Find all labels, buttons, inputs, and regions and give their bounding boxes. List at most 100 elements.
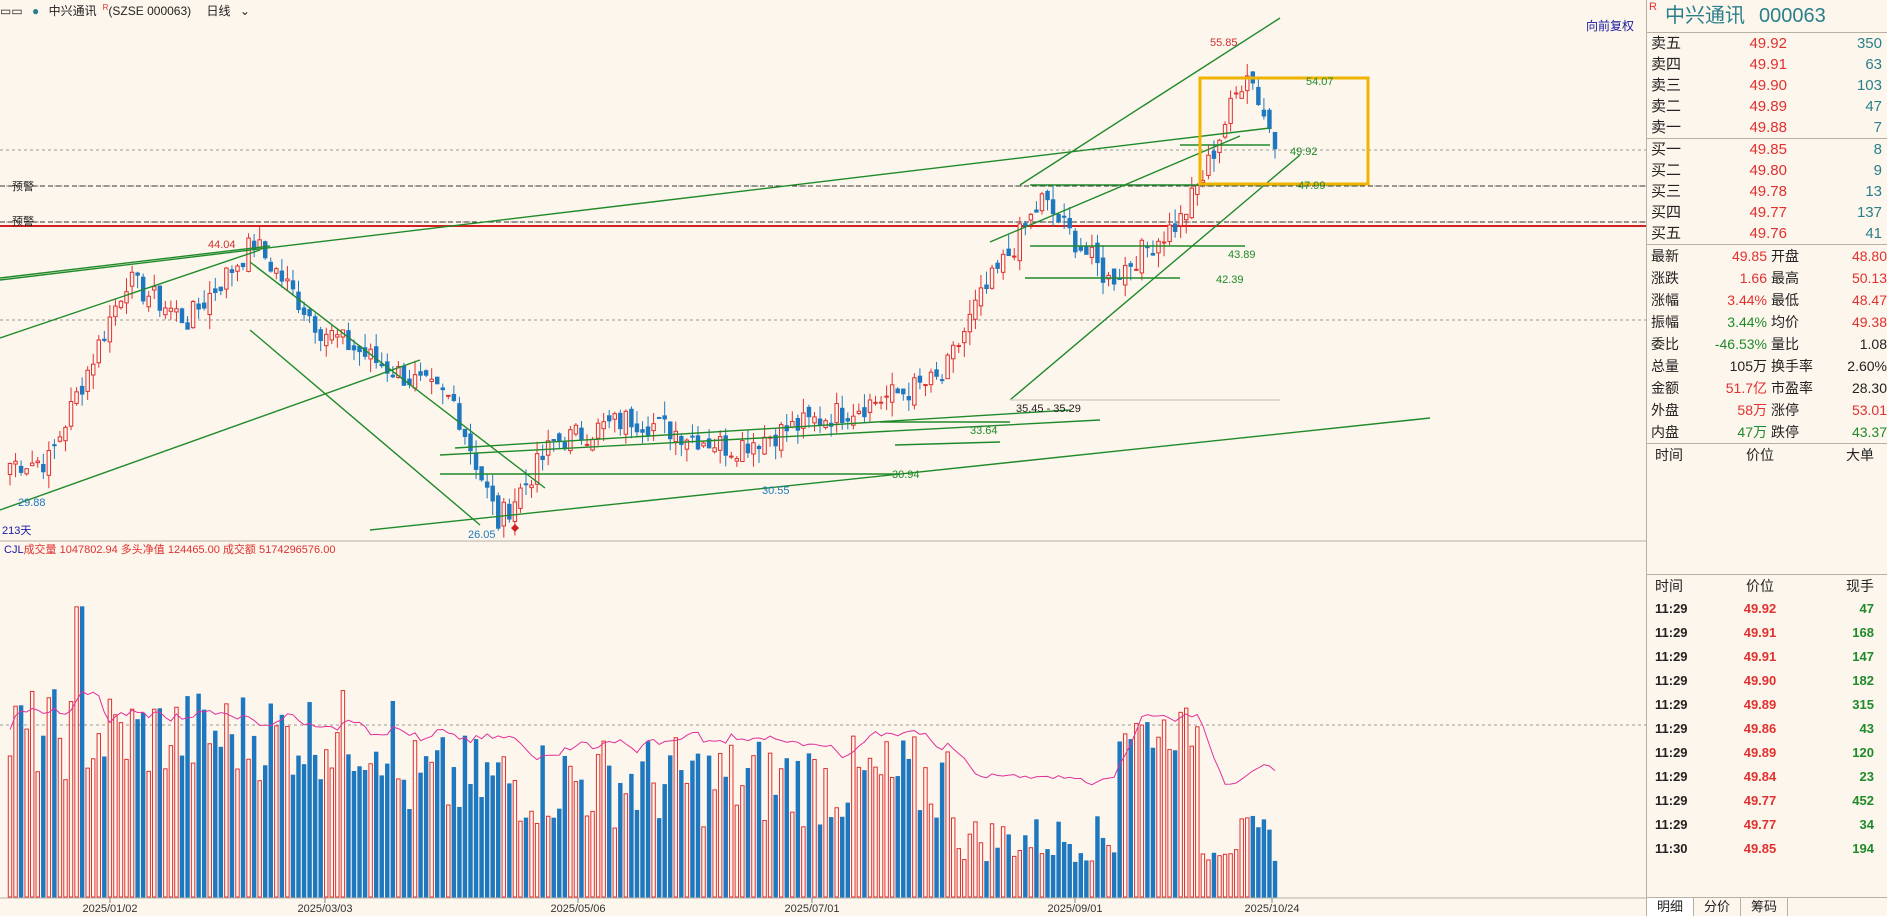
volume-bar <box>1161 719 1167 898</box>
stat-cell: 金额 51.7亿 <box>1647 377 1767 399</box>
volume-bar <box>740 785 745 898</box>
volume-bar <box>473 739 479 898</box>
trend-line[interactable] <box>0 359 421 511</box>
volume-bar <box>773 794 778 898</box>
tick-price: 49.77 <box>1743 793 1777 808</box>
candle-body <box>373 346 379 364</box>
trend-lines[interactable] <box>0 17 1431 531</box>
stat-row: 振幅 3.44% 均价 49.38 <box>1647 311 1887 333</box>
candle-body <box>1228 97 1233 124</box>
tab-price[interactable]: 分价 <box>1694 898 1742 916</box>
candle-body <box>307 309 312 317</box>
candle-body <box>1267 109 1272 130</box>
trend-line[interactable] <box>439 419 1101 456</box>
tick-price: 49.91 <box>1743 625 1777 640</box>
restore-label[interactable]: 向前复权 <box>1586 18 1634 33</box>
ask-volume: 47 <box>1865 98 1882 115</box>
candle-body <box>529 484 534 489</box>
trend-line[interactable] <box>0 249 261 339</box>
volume-bar <box>734 804 740 898</box>
stat-key: 委比 <box>1651 336 1679 352</box>
period-selector[interactable]: 日线 ⌄ <box>206 4 255 18</box>
candle-body <box>312 316 318 333</box>
candle-body <box>706 438 712 449</box>
trend-line[interactable] <box>249 329 481 526</box>
kline-chart[interactable]: 44.04 29.88 26.05 30.55 30.94 33.64 35.45 - 35… <box>0 0 1646 916</box>
bid-row[interactable]: 买二 49.80 9 <box>1647 160 1887 181</box>
trend-line[interactable] <box>989 135 1241 243</box>
candle-body <box>1028 213 1034 221</box>
ask-row[interactable]: 卖二 49.89 47 <box>1647 96 1887 117</box>
trend-line[interactable] <box>454 409 1071 449</box>
ask-volume: 103 <box>1856 77 1882 94</box>
volume-bar <box>262 765 268 898</box>
bid-row[interactable]: 买一 49.85 8 <box>1647 139 1887 160</box>
tab-detail[interactable]: 明细 <box>1647 898 1695 916</box>
stat-row: 委比 -46.53% 量比 1.08 <box>1647 333 1887 355</box>
trend-line[interactable] <box>894 441 1001 446</box>
stat-cell: 换手率 2.60% <box>1767 355 1887 377</box>
volume-bar <box>79 606 85 898</box>
volume-bar <box>867 757 873 898</box>
volume-bar <box>229 734 235 898</box>
highlight-box[interactable] <box>1198 76 1370 186</box>
volume-bar <box>46 697 52 898</box>
volume-bar <box>939 762 945 898</box>
candle-body <box>512 501 518 522</box>
candle-body <box>1167 224 1172 242</box>
menu-icon[interactable]: ▭▭ <box>0 4 23 18</box>
stat-key: 涨停 <box>1771 402 1799 418</box>
stat-key: 最新 <box>1651 248 1679 264</box>
volume-bar <box>1200 853 1206 898</box>
tick-time: 11:29 <box>1655 625 1688 640</box>
candle-body <box>1089 246 1095 258</box>
tick-volume: 120 <box>1852 745 1874 760</box>
stat-key: 涨跌 <box>1651 270 1679 286</box>
candle-body <box>163 307 168 316</box>
volume-bar <box>102 756 107 898</box>
candle-body <box>740 440 745 463</box>
trend-line[interactable] <box>0 127 1271 281</box>
candle-body <box>590 438 595 451</box>
quote-header: R 中兴通讯 000063 <box>1647 0 1887 33</box>
candle-body <box>962 331 967 344</box>
ask-row[interactable]: 卖一 49.88 7 <box>1647 117 1887 138</box>
volume-bar <box>668 755 673 898</box>
trend-line[interactable] <box>249 261 546 489</box>
stat-value: 1.08 <box>1859 336 1887 352</box>
bid-row[interactable]: 买四 49.77 137 <box>1647 202 1887 223</box>
ask-label: 卖三 <box>1651 77 1682 94</box>
bid-row[interactable]: 买三 49.78 13 <box>1647 181 1887 202</box>
volume-header[interactable]: CJL成交量 1047802.94 多头净值 124465.00 成交额 517… <box>4 542 335 556</box>
candle-body <box>1145 246 1150 249</box>
ask-row[interactable]: 卖五 49.92 350 <box>1647 33 1887 54</box>
candle-body <box>679 436 684 445</box>
trend-line[interactable] <box>0 245 271 279</box>
stock-title[interactable]: ● 中兴通讯 R(SZSE 000063) <box>32 3 192 18</box>
volume-bar <box>7 755 13 898</box>
ask-row[interactable]: 卖三 49.90 103 <box>1647 75 1887 96</box>
trend-line[interactable] <box>1019 17 1281 186</box>
bid-price: 49.85 <box>1749 141 1787 158</box>
candle-body <box>812 416 817 424</box>
candle-body <box>57 436 63 442</box>
bid-row[interactable]: 买五 49.76 41 <box>1647 223 1887 244</box>
volume-bar <box>423 756 429 898</box>
candle-body <box>434 376 440 385</box>
volume-bar <box>534 822 540 898</box>
candle-body <box>235 265 240 272</box>
candle-body <box>1023 223 1028 227</box>
ask-row[interactable]: 卖四 49.91 63 <box>1647 54 1887 75</box>
volume-bar <box>251 735 257 898</box>
candle-body <box>601 421 606 430</box>
candle-body <box>840 407 845 423</box>
volume-bar <box>662 784 667 898</box>
candle-body <box>46 450 52 476</box>
volume-bar <box>468 784 473 898</box>
volume-bar <box>1272 860 1278 898</box>
volume-bar <box>712 789 717 898</box>
tab-chips[interactable]: 筹码 <box>1741 898 1789 916</box>
volume-bar <box>928 803 934 898</box>
candle-body <box>1012 255 1017 258</box>
candle-body <box>634 423 640 433</box>
